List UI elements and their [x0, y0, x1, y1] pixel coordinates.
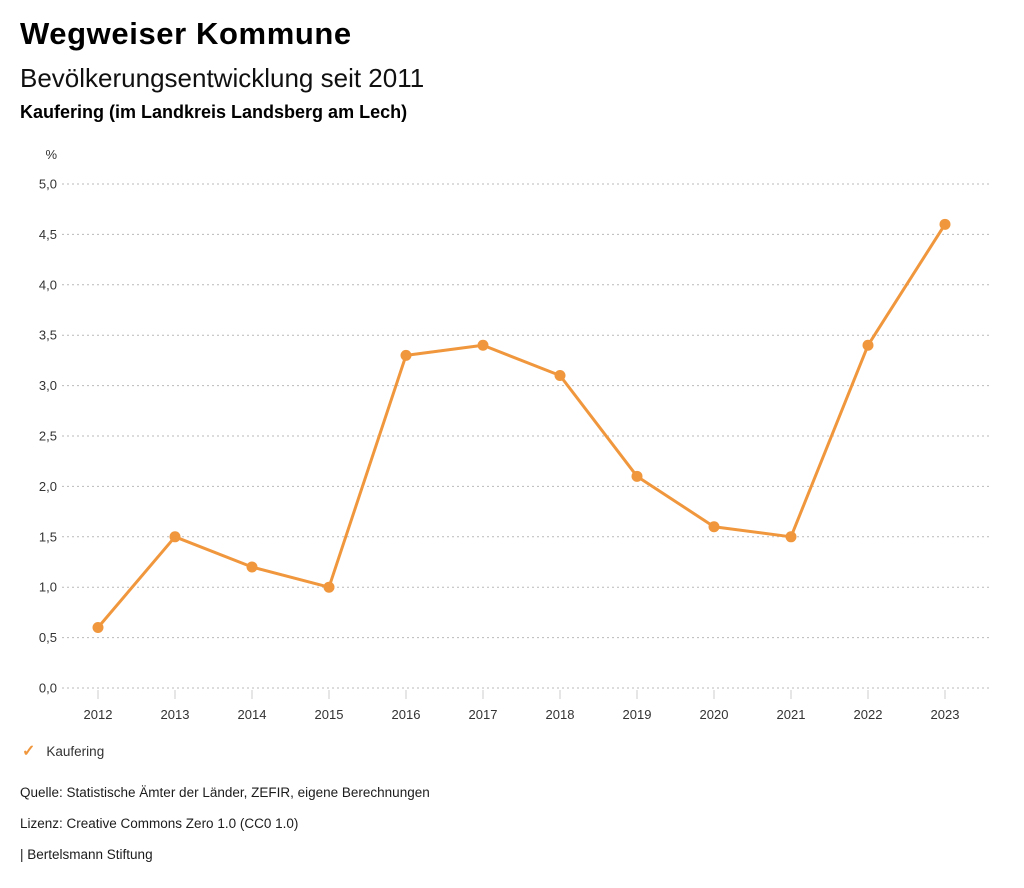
series-line-kaufering	[96, 222, 947, 630]
footer: Quelle: Statistische Ämter der Länder, Z…	[20, 786, 430, 879]
y-tick-label: 4,0	[39, 277, 57, 292]
y-tick-label: 2,0	[39, 479, 57, 494]
data-point-2022[interactable]	[862, 339, 874, 351]
data-point-2021[interactable]	[785, 531, 797, 543]
x-tick-label: 2023	[931, 707, 960, 722]
y-tick-label: 1,5	[39, 529, 57, 544]
x-tick-label: 2019	[623, 707, 652, 722]
chart-title: Bevölkerungsentwicklung seit 2011	[20, 63, 425, 93]
check-icon: ✓	[22, 743, 36, 760]
data-point-2015[interactable]	[323, 581, 335, 593]
y-tick-label: 5,0	[39, 177, 57, 192]
legend-item-kaufering[interactable]: ✓ Kaufering	[22, 744, 104, 760]
data-point-2020[interactable]	[708, 521, 720, 533]
data-point-2017[interactable]	[477, 339, 489, 351]
data-point-2023[interactable]	[939, 218, 951, 230]
y-tick-label: 0,5	[39, 630, 57, 645]
page-title: Wegweiser Kommune	[20, 16, 352, 51]
legend: ✓ Kaufering	[22, 744, 104, 760]
data-point-2018[interactable]	[554, 370, 566, 382]
y-axis-unit-label: %	[45, 147, 57, 162]
x-tick-label: 2020	[700, 707, 729, 722]
data-point-2016[interactable]	[400, 349, 412, 361]
attribution-text: | Bertelsmann Stiftung	[20, 847, 153, 862]
y-tick-label: 0,0	[39, 681, 57, 696]
x-tick-label: 2015	[315, 707, 344, 722]
y-tick-label: 3,5	[39, 328, 57, 343]
x-tick-label: 2022	[854, 707, 883, 722]
x-tick-label: 2018	[546, 707, 575, 722]
license-text: Lizenz: Creative Commons Zero 1.0 (CC0 1…	[20, 816, 299, 831]
y-tick-label: 2,5	[39, 429, 57, 444]
legend-item-label: Kaufering	[46, 744, 105, 759]
y-tick-label: 1,0	[39, 580, 57, 595]
x-tick-label: 2014	[238, 707, 267, 722]
x-tick-label: 2012	[84, 707, 113, 722]
data-point-2019[interactable]	[631, 470, 643, 482]
x-tick-label: 2016	[392, 707, 421, 722]
data-point-2012[interactable]	[92, 622, 104, 634]
y-tick-label: 4,5	[39, 227, 57, 242]
x-tick-label: 2013	[161, 707, 190, 722]
data-point-2014[interactable]	[246, 561, 258, 573]
region-subtitle: Kaufering (im Landkreis Landsberg am Lec…	[20, 102, 408, 122]
x-tick-label: 2017	[469, 707, 498, 722]
source-text: Quelle: Statistische Ämter der Länder, Z…	[20, 785, 430, 800]
x-tick-label: 2021	[777, 707, 806, 722]
y-tick-label: 3,0	[39, 378, 57, 393]
data-point-2013[interactable]	[169, 531, 181, 543]
